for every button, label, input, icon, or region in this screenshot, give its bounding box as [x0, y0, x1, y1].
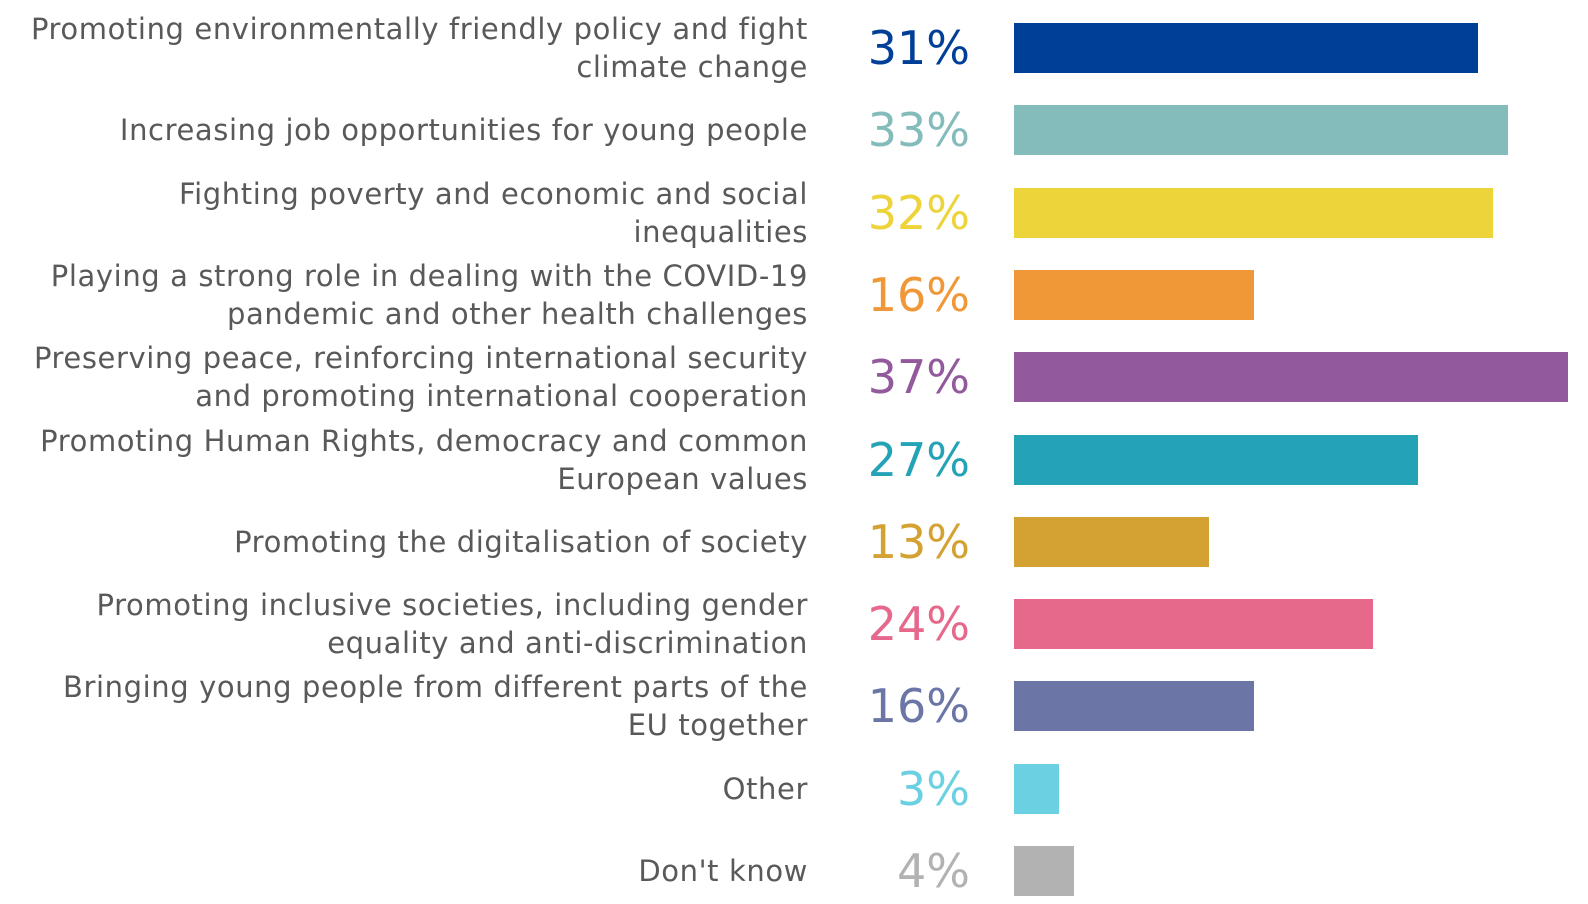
category-label: Other	[722, 771, 808, 806]
bar	[1014, 846, 1074, 896]
value-label: 27%	[867, 432, 970, 487]
value-label: 16%	[867, 679, 970, 734]
value-label: 3%	[897, 761, 970, 816]
bar	[1014, 105, 1509, 156]
category-label: Increasing job opportunities for young p…	[119, 113, 808, 148]
bar	[1014, 763, 1059, 814]
value-label: 31%	[867, 21, 970, 75]
bar	[1014, 352, 1568, 403]
category-label: Don't know	[638, 854, 808, 888]
category-label: Bringing young people from different par…	[62, 670, 808, 743]
category-label: Playing a strong role in dealing with th…	[50, 258, 808, 331]
category-label: Preserving peace, reinforcing internatio…	[33, 341, 808, 414]
value-label: 32%	[867, 185, 970, 240]
category-label: Fighting poverty and economic and social…	[178, 176, 808, 249]
category-label: Promoting inclusive societies, including…	[96, 588, 808, 661]
category-label: Promoting environmentally friendly polic…	[30, 12, 808, 84]
value-label: 33%	[867, 103, 970, 158]
value-label: 16%	[867, 267, 970, 322]
bar	[1014, 23, 1479, 73]
category-label: Promoting Human Rights, democracy and co…	[40, 423, 808, 496]
bar	[1014, 434, 1419, 485]
bar	[1014, 187, 1494, 238]
bar	[1014, 599, 1374, 650]
category-label: Promoting the digitalisation of society	[234, 524, 808, 559]
value-label: 13%	[867, 514, 970, 569]
value-label: 24%	[867, 597, 970, 652]
bar	[1014, 269, 1254, 320]
value-label: 4%	[897, 844, 970, 898]
bar	[1014, 681, 1254, 732]
bar	[1014, 516, 1209, 567]
value-label: 37%	[867, 350, 970, 405]
